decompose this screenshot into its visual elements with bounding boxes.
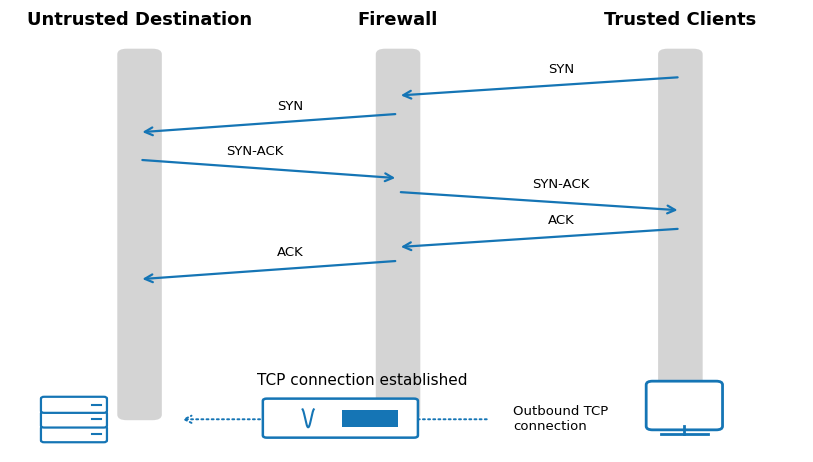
FancyBboxPatch shape [117, 49, 162, 420]
FancyBboxPatch shape [263, 399, 418, 438]
FancyBboxPatch shape [41, 412, 107, 427]
Bar [342, 409, 398, 427]
Text: SYN: SYN [548, 63, 574, 76]
Text: TCP connection established: TCP connection established [257, 373, 467, 388]
Text: Untrusted Destination: Untrusted Destination [27, 11, 252, 29]
FancyBboxPatch shape [41, 397, 107, 413]
FancyBboxPatch shape [376, 49, 420, 420]
Text: Trusted Clients: Trusted Clients [604, 11, 757, 29]
Text: Outbound TCP
connection: Outbound TCP connection [513, 405, 609, 433]
Text: SYN-ACK: SYN-ACK [533, 177, 589, 191]
FancyBboxPatch shape [658, 49, 702, 420]
Text: ACK: ACK [277, 246, 304, 260]
FancyBboxPatch shape [646, 381, 723, 430]
Text: SYN-ACK: SYN-ACK [226, 146, 284, 158]
Text: SYN: SYN [277, 99, 304, 113]
Text: Firewall: Firewall [358, 11, 438, 29]
FancyBboxPatch shape [41, 426, 107, 442]
Text: ACK: ACK [548, 214, 575, 227]
